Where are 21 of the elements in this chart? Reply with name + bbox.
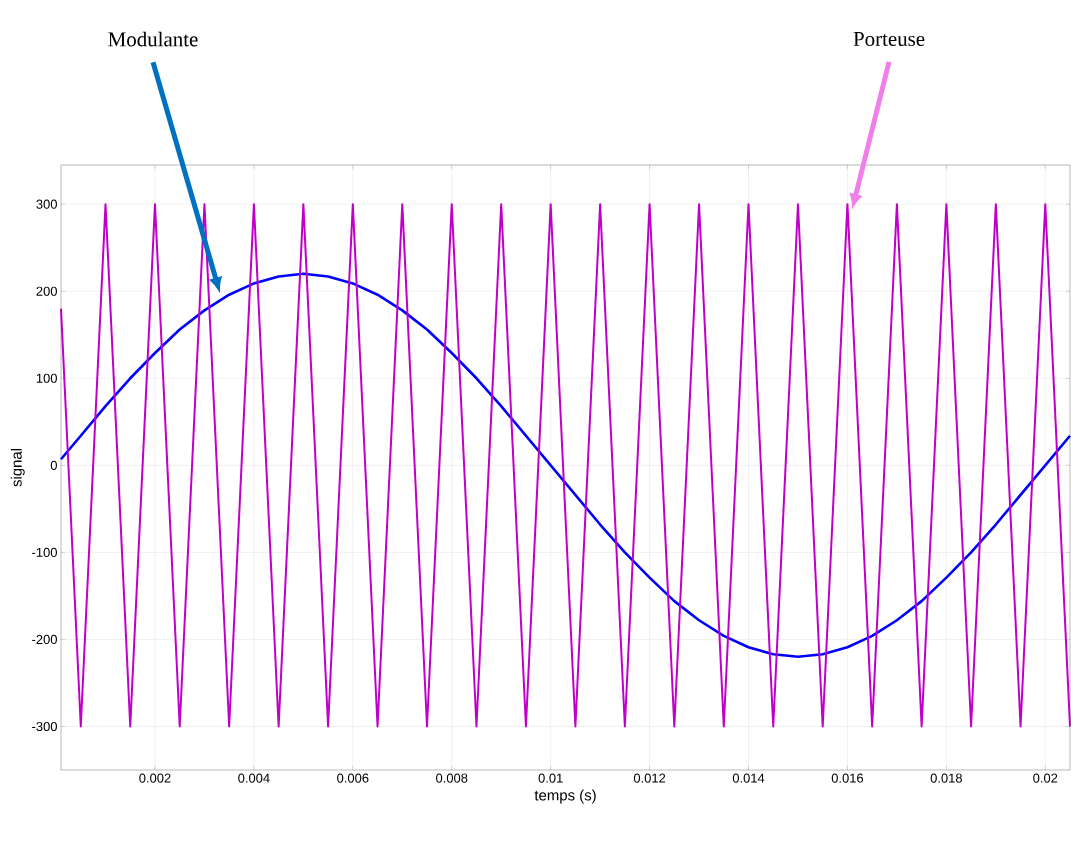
x-tick-label: 0.002 [139,773,171,783]
y-axis-title: signal [10,448,25,487]
y-tick-label: 200 [36,286,57,296]
x-tick-label: 0.018 [930,773,962,783]
x-tick-label: 0.016 [831,773,864,783]
y-tick-label: -200 [32,634,57,645]
y-tick-label: -300 [32,721,57,732]
x-axis-title: temps (s) [534,789,596,804]
x-tick-label: 0.004 [238,773,270,783]
x-tick-label: 0.006 [337,773,369,783]
text: Modulante [108,31,198,47]
y-tick-label: 0 [50,460,57,470]
y-tick-label: 100 [36,373,57,383]
y-tick-label: -100 [32,547,57,557]
x-tick-label: 0.01 [538,773,563,783]
y-tick-label: 300 [36,199,57,209]
x-tick-label: 0.02 [1033,773,1058,783]
text: Porteuse [853,32,925,46]
x-tick-label: 0.012 [633,773,666,783]
x-tick-label: 0.014 [732,773,765,783]
x-tick-label: 0.008 [436,773,468,783]
